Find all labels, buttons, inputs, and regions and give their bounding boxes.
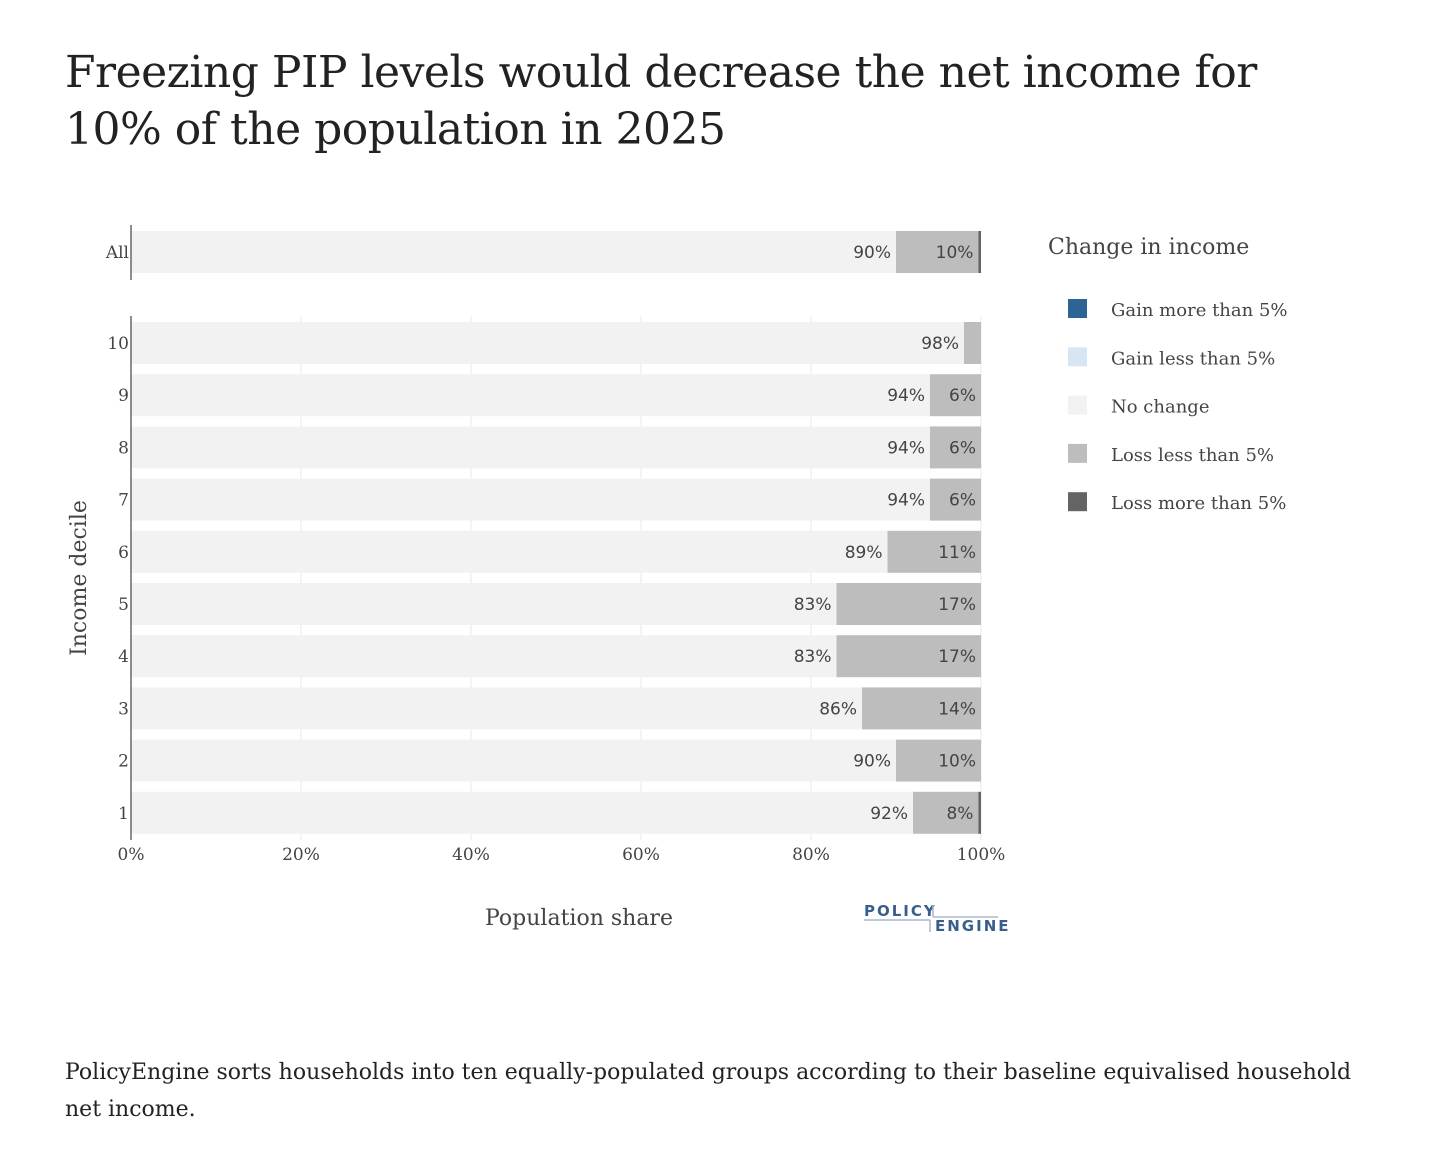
bar-segment: [131, 791, 913, 834]
bar-segment: [131, 231, 896, 273]
legend-swatch: [1068, 347, 1087, 367]
bar-label: 11%: [938, 543, 976, 563]
x-tick-label: 80%: [792, 845, 830, 865]
legend-title: Change in income: [1048, 235, 1249, 260]
bar-segment: [131, 739, 896, 782]
bars: [131, 231, 981, 834]
bar-label: 6%: [949, 386, 976, 406]
legend: Gain more than 5% Gain less than 5% No cha…: [1068, 299, 1288, 514]
bar-label: 10%: [938, 752, 976, 772]
policyengine-logo: POLICY ENGINE: [864, 902, 1011, 935]
legend-label: No change: [1111, 397, 1209, 418]
y-tick-label: 8: [118, 438, 129, 458]
x-tick-label: 60%: [622, 845, 660, 865]
legend-swatch: [1068, 443, 1087, 463]
bar-label: 89%: [845, 543, 883, 563]
bar-segment: [131, 635, 837, 678]
legend-label: Gain more than 5%: [1111, 300, 1288, 321]
x-tick-labels: 0% 20% 40% 60% 80% 100%: [118, 845, 1006, 865]
y-tick-label: All: [105, 243, 129, 263]
bar-label: 6%: [949, 491, 976, 511]
bar-segment: [913, 791, 979, 834]
bar-segment: [930, 426, 981, 469]
bar-segment: [131, 687, 862, 730]
x-tick-label: 0%: [118, 845, 145, 865]
legend-label: Gain less than 5%: [1111, 348, 1275, 369]
chart: 90% 10%98%94% 6%94% 6%94% 6%89% 11%83% 17%83% 1…: [67, 225, 1288, 935]
legend-label: Loss less than 5%: [1111, 445, 1274, 466]
y-tick-label: 2: [118, 752, 129, 772]
bar-segment: [131, 530, 888, 573]
bar-segment: [887, 530, 981, 573]
legend-label: Loss more than 5%: [1111, 493, 1286, 514]
bar-label: 6%: [949, 438, 976, 458]
footnote: PolicyEngine sorts households into ten e…: [65, 1060, 1352, 1122]
bar-labels: 90% 10% 98% 94% 6% 94% 6% 94% 6% 89% 11% 83% 17% 83% 1…: [794, 243, 976, 824]
bar-label: 83%: [794, 647, 832, 667]
bar-label: 90%: [853, 243, 891, 263]
bar-segment: [930, 374, 981, 417]
bar-segment: [131, 583, 837, 625]
bar-segment: [978, 231, 981, 273]
y-tick-label: 4: [118, 647, 129, 667]
bar-segment: [131, 374, 930, 417]
x-tick-label: 20%: [282, 845, 320, 865]
y-tick-label: 5: [118, 595, 129, 615]
legend-swatch: [1068, 492, 1087, 512]
bar-label: 17%: [938, 595, 976, 615]
y-tick-label: 9: [118, 386, 129, 406]
bar-label: 17%: [938, 647, 976, 667]
y-axis-title: Income decile: [67, 500, 92, 656]
y-tick-label: 7: [118, 491, 129, 511]
legend-swatch: [1068, 299, 1087, 318]
bar-segment: [964, 322, 981, 364]
legend-swatch: [1068, 395, 1087, 415]
bar-label: 90%: [853, 752, 891, 772]
y-tick-labels: All 10 9 8 7 6 5 4 3 2 1: [105, 243, 129, 824]
bar-segment: [930, 478, 981, 521]
bar-label: 83%: [794, 595, 832, 615]
x-axis-title: Population share: [485, 906, 673, 931]
logo-line1: POLICY: [864, 902, 937, 920]
bar-segment: [131, 426, 930, 469]
bar-segment: [896, 739, 981, 782]
chart-title: Freezing PIP levels would decrease the n…: [65, 47, 1257, 155]
bar-label: 92%: [870, 804, 908, 824]
y-tick-label: 6: [118, 543, 129, 563]
y-tick-label: 1: [118, 804, 129, 824]
bar-label: 98%: [921, 334, 959, 354]
bar-segment: [836, 583, 981, 625]
bar-label: 94%: [887, 386, 925, 406]
bar-label: 14%: [938, 699, 976, 719]
y-tick-label: 10: [107, 334, 129, 354]
bar-label: 94%: [887, 491, 925, 511]
bar-label: 10%: [936, 243, 974, 263]
logo-line2: ENGINE: [935, 917, 1011, 935]
bar-segment: [836, 635, 981, 678]
x-tick-label: 100%: [957, 845, 1006, 865]
bar-segment: [978, 791, 981, 834]
y-tick-label: 3: [118, 699, 129, 719]
bar-label: 86%: [819, 699, 857, 719]
bar-segment: [131, 478, 930, 521]
bar-segment: [896, 231, 979, 273]
bar-label: 8%: [946, 804, 973, 824]
x-tick-label: 40%: [452, 845, 490, 865]
bar-label: 94%: [887, 438, 925, 458]
bar-segment: [131, 322, 964, 364]
bar-segment: [862, 687, 981, 730]
